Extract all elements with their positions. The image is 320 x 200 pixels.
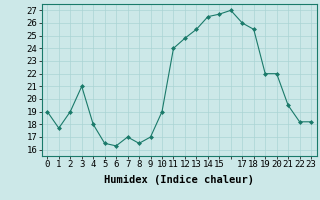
X-axis label: Humidex (Indice chaleur): Humidex (Indice chaleur)	[104, 175, 254, 185]
